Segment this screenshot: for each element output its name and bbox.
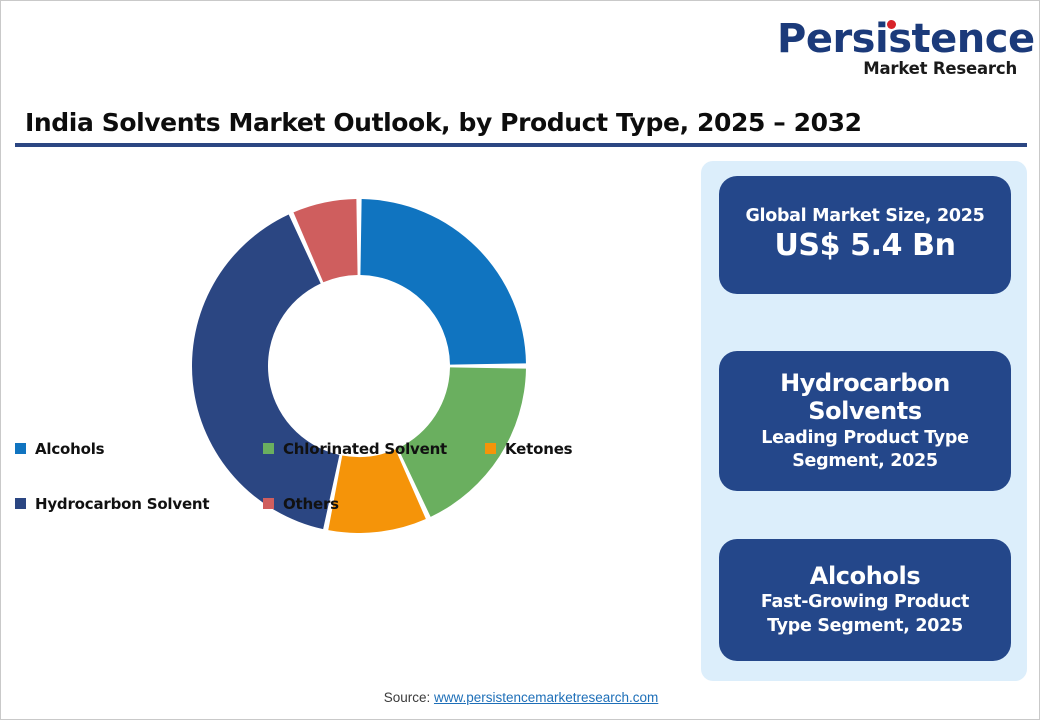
market-size-card: Global Market Size, 2025 US$ 5.4 Bn (719, 176, 1011, 294)
legend-item-alcohols[interactable]: Alcohols (15, 440, 263, 458)
chart-container (15, 151, 695, 671)
legend-item-chlorinated-solvent[interactable]: Chlorinated Solvent (263, 440, 485, 458)
market-size-caption: Global Market Size, 2025 (745, 205, 985, 226)
stats-panel: Global Market Size, 2025 US$ 5.4 Bn Hydr… (701, 161, 1027, 681)
source-link[interactable]: www.persistencemarketresearch.com (433, 690, 659, 705)
donut-slice[interactable] (360, 199, 526, 365)
logo-wordmark: Persistence (777, 16, 1035, 62)
leading-segment-card: Hydrocarbon Solvents Leading Product Typ… (719, 351, 1011, 491)
legend-swatch-ketones (485, 443, 496, 454)
market-size-value: US$ 5.4 Bn (774, 227, 956, 263)
fast-growing-sub-line1: Fast-Growing Product (760, 592, 970, 613)
source-prefix: Source: (383, 690, 434, 705)
company-logo: Persistence Market Research (777, 16, 1035, 85)
legend-row: Hydrocarbon Solvent Others (15, 476, 675, 531)
legend-swatch-others (263, 498, 274, 509)
donut-slice[interactable] (293, 199, 358, 283)
legend-item-others[interactable]: Others (263, 495, 339, 513)
legend-label-others: Others (283, 494, 339, 513)
legend-item-hydrocarbon-solvent[interactable]: Hydrocarbon Solvent (15, 495, 263, 513)
legend-swatch-chlorinated-solvent (263, 443, 274, 454)
fast-growing-segment-card: Alcohols Fast-Growing Product Type Segme… (719, 539, 1011, 661)
legend-label-hydrocarbon-solvent: Hydrocarbon Solvent (35, 494, 210, 513)
legend-swatch-alcohols (15, 443, 26, 454)
donut-chart-svg (192, 199, 526, 533)
logo-dot-icon (887, 20, 896, 29)
legend-item-ketones[interactable]: Ketones (485, 439, 573, 458)
fast-growing-heading: Alcohols (809, 562, 921, 591)
legend-row: Alcohols Chlorinated Solvent Ketones (15, 421, 675, 476)
donut-slice-group (192, 199, 526, 533)
leading-segment-sub-line2: Segment, 2025 (792, 451, 938, 472)
legend-label-chlorinated-solvent: Chlorinated Solvent (283, 439, 448, 458)
leading-segment-sub-line1: Leading Product Type (761, 427, 969, 448)
donut-slice[interactable] (328, 449, 426, 533)
donut-chart (192, 199, 526, 533)
donut-slice[interactable] (192, 214, 340, 530)
title-divider (15, 143, 1027, 147)
leading-segment-heading-line2: Solvents (808, 397, 922, 426)
chart-legend: Alcohols Chlorinated Solvent Ketones Hyd… (15, 421, 675, 531)
fast-growing-sub-line2: Type Segment, 2025 (767, 616, 963, 637)
leading-segment-heading-line1: Hydrocarbon (780, 369, 950, 397)
legend-swatch-hydrocarbon-solvent (15, 498, 26, 509)
page-title: India Solvents Market Outlook, by Produc… (25, 108, 862, 137)
source-footer: Source: www.persistencemarketresearch.co… (1, 690, 1039, 705)
legend-label-alcohols: Alcohols (35, 439, 105, 458)
logo-tagline: Market Research (863, 59, 1017, 78)
legend-label-ketones: Ketones (505, 439, 573, 458)
donut-slice[interactable] (398, 367, 526, 517)
